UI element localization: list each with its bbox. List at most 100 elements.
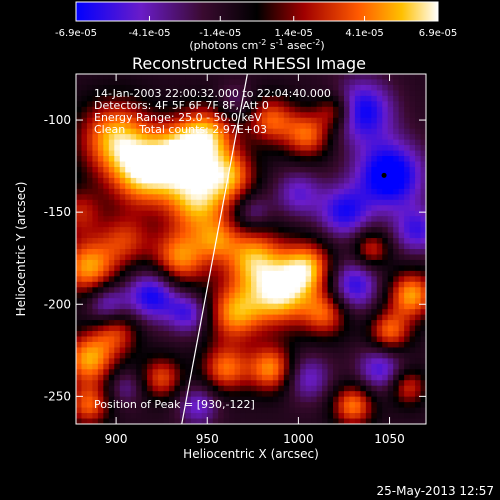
heatmap-cell [92,385,99,392]
heatmap-cell [420,139,426,146]
heatmap-cell [261,101,269,108]
heatmap-cell [207,374,214,381]
heatmap-cell [152,407,159,414]
heatmap-cell [196,336,203,343]
heatmap-cell [240,238,247,245]
heatmap-cell [119,150,126,157]
heatmap-cell [229,232,236,239]
heatmap-cell [174,227,181,234]
heatmap-cell [92,238,99,245]
heatmap-cell [360,363,367,370]
heatmap-cell [393,287,400,294]
heatmap-cell [354,385,361,392]
heatmap-cell [125,331,132,338]
heatmap-cell [97,210,104,217]
heatmap-cell [376,84,383,92]
heatmap-cell [190,352,197,359]
heatmap-cell [147,205,154,212]
heatmap-cell [289,380,296,387]
heatmap-cell [152,134,159,141]
heatmap-cell [92,276,99,283]
heatmap-cell [185,413,192,420]
heatmap-cell [223,363,230,370]
heatmap-cell [103,298,110,305]
heatmap-cell [174,166,181,174]
heatmap-cell [207,84,214,92]
heatmap-cell [245,336,252,343]
heatmap-cell [376,150,383,157]
heatmap-cell [333,336,340,343]
heatmap-cell [114,292,121,299]
heatmap-cell [382,287,389,294]
heatmap-cell [382,309,389,316]
heatmap-cell [387,309,394,316]
heatmap-cell [272,385,279,392]
heatmap-cell [322,232,329,239]
heatmap-cell [234,309,241,316]
heatmap-cell [404,112,411,119]
heatmap-cell [272,336,279,343]
heatmap-cell [196,117,203,124]
heatmap-cell [190,259,197,267]
heatmap-cell [316,172,323,179]
heatmap-cell [272,413,279,420]
heatmap-cell [86,210,94,217]
heatmap-cell [272,352,279,359]
heatmap-cell [251,352,258,359]
heatmap-cell [218,292,225,299]
heatmap-cell [305,407,312,414]
heatmap-cell [168,227,176,234]
heatmap-cell [404,123,411,130]
heatmap-cell [349,276,356,283]
heatmap-cell [256,281,263,288]
heatmap-cell [190,210,197,217]
heatmap-cell [125,292,132,299]
heatmap-cell [322,106,329,113]
heatmap-cell [404,331,411,338]
heatmap-cell [179,341,186,349]
heatmap-cell [141,194,148,201]
heatmap-cell [365,369,372,376]
heatmap-cell [415,391,422,398]
heatmap-cell [103,74,110,81]
heatmap-cell [179,90,186,97]
heatmap-cell [190,134,197,141]
heatmap-cell [305,336,312,343]
heatmap-cell [415,123,422,130]
heatmap-cell [201,369,208,376]
heatmap-cell [212,287,219,294]
heatmap-cell [196,276,203,283]
heatmap-cell [354,254,361,261]
heatmap-cell [305,210,312,217]
heatmap-cell [261,347,269,354]
heatmap-cell [185,101,192,108]
heatmap-cell [393,270,400,277]
heatmap-cell [174,352,181,359]
heatmap-cell [147,101,154,108]
heatmap-cell [316,117,323,124]
heatmap-cell [136,210,143,217]
heatmap-cell [147,331,154,338]
heatmap-cell [168,177,176,184]
heatmap-cell [387,336,394,343]
heatmap-cell [294,188,301,195]
heatmap-cell [234,128,241,135]
heatmap-cell [212,320,219,327]
heatmap-cell [76,90,83,97]
heatmap-cell [278,205,285,212]
heatmap-cell [168,347,176,354]
heatmap-cell [81,369,88,376]
heatmap-cell [251,270,258,277]
heatmap-cell [272,402,279,409]
heatmap-cell [294,232,301,239]
heatmap-cell [251,205,258,212]
heatmap-cell [251,259,258,267]
heatmap-cell [261,385,269,392]
heatmap-cell [168,391,176,398]
heatmap-cell [305,281,312,288]
heatmap-cell [201,194,208,201]
heatmap-cell [415,369,422,376]
heatmap-cell [223,369,230,376]
heatmap-cell [218,331,225,338]
heatmap-cell [114,303,121,310]
